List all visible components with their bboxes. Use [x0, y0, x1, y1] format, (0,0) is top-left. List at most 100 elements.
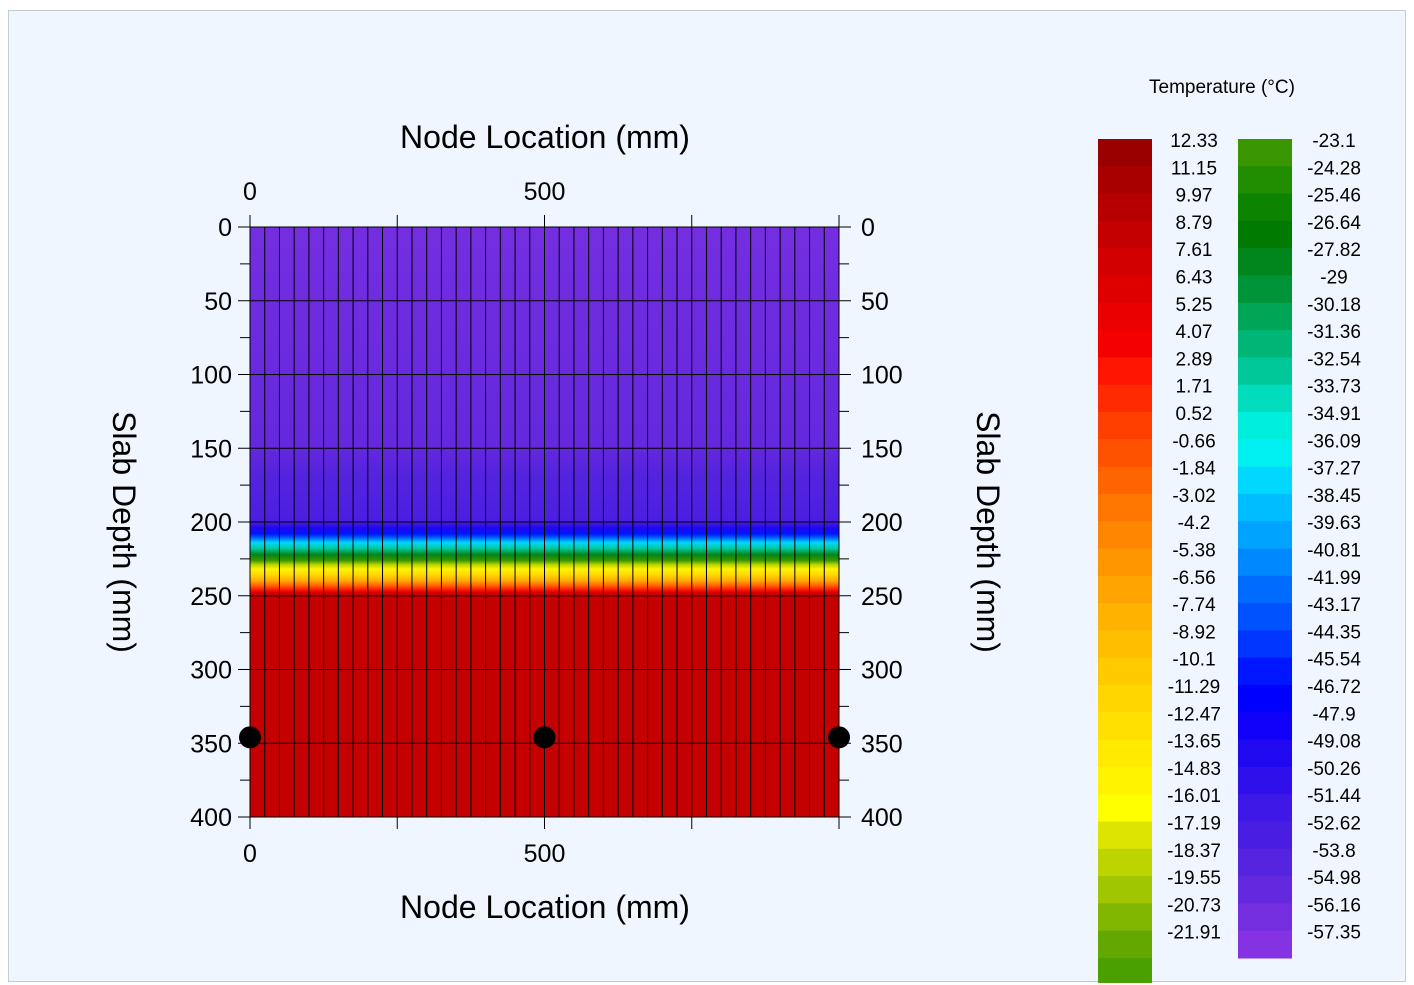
- y-axis-title-right: Slab Depth (mm): [970, 411, 1006, 653]
- legend-label: 1.71: [1176, 377, 1213, 398]
- legend-swatch: [1238, 712, 1292, 741]
- legend-label: -37.27: [1307, 459, 1361, 480]
- legend-swatch: [1098, 657, 1152, 686]
- legend-label: -18.37: [1167, 841, 1221, 862]
- legend-swatch: [1098, 603, 1152, 631]
- y-tick-label-left: 50: [204, 288, 232, 316]
- legend-swatch: [1238, 739, 1292, 768]
- legend-label: -44.35: [1307, 622, 1361, 643]
- legend-label: -7.74: [1172, 595, 1216, 616]
- legend-swatch: [1098, 848, 1152, 877]
- legend-swatch: [1098, 412, 1152, 440]
- legend-swatch: [1098, 521, 1152, 549]
- legend-swatch: [1098, 302, 1152, 331]
- y-tick-label-right: 100: [861, 362, 903, 390]
- marker-group: [239, 726, 850, 749]
- legend-swatch: [1238, 384, 1292, 413]
- legend-swatch: [1098, 548, 1152, 577]
- legend-label: -6.56: [1172, 568, 1215, 589]
- legend-label: -30.18: [1307, 295, 1361, 316]
- legend-label: -40.81: [1307, 541, 1361, 562]
- legend-swatch: [1098, 630, 1152, 659]
- y-tick-label-right: 400: [861, 804, 903, 832]
- legend-label: -29: [1320, 268, 1347, 289]
- y-tick-label-right: 200: [861, 509, 903, 537]
- legend-swatch: [1098, 357, 1152, 386]
- node-marker: [828, 726, 850, 749]
- legend-swatch: [1238, 466, 1292, 495]
- legend-label: -5.38: [1172, 541, 1215, 562]
- legend-swatch: [1238, 139, 1292, 167]
- x-axis-title-bottom: Node Location (mm): [400, 889, 690, 925]
- legend-label: -38.45: [1307, 486, 1361, 507]
- legend-label: -50.26: [1307, 759, 1361, 780]
- legend-swatch: [1098, 794, 1152, 822]
- legend-label: -51.44: [1307, 786, 1361, 807]
- legend-swatch: [1098, 876, 1152, 904]
- legend-swatch: [1098, 439, 1152, 468]
- legend-swatch: [1238, 685, 1292, 713]
- legend-swatch: [1238, 493, 1292, 522]
- legend-swatch: [1238, 439, 1292, 468]
- legend-label: -41.99: [1307, 568, 1361, 589]
- legend-label: -32.54: [1307, 349, 1361, 370]
- legend-swatch: [1238, 302, 1292, 331]
- legend-swatch: [1238, 357, 1292, 386]
- legend-swatch: [1238, 166, 1292, 195]
- y-axis-title-left: Slab Depth (mm): [106, 411, 142, 653]
- legend-label: -11.29: [1168, 677, 1220, 698]
- legend-label: 6.43: [1176, 268, 1213, 289]
- legend-swatch: [1098, 575, 1152, 604]
- legend-label: -54.98: [1307, 868, 1361, 889]
- legend-label: 4.07: [1176, 322, 1213, 343]
- y-tick-label-right: 250: [861, 583, 903, 611]
- y-tick-label-left: 300: [190, 657, 232, 685]
- legend-label: 9.97: [1176, 186, 1213, 207]
- legend-label: 2.89: [1176, 349, 1213, 370]
- legend-swatch: [1238, 412, 1292, 440]
- legend-swatch: [1238, 876, 1292, 904]
- legend-label: -21.91: [1167, 923, 1221, 944]
- legend-swatch: [1238, 630, 1292, 659]
- legend-label: 7.61: [1176, 240, 1213, 261]
- y-tick-label-left: 150: [190, 435, 232, 463]
- legend-label: 11.15: [1171, 158, 1217, 179]
- legend-swatch: [1098, 958, 1152, 983]
- legend-label: -23.1: [1312, 131, 1355, 152]
- legend-swatch: [1238, 603, 1292, 631]
- y-tick-label-right: 350: [861, 730, 903, 758]
- legend-swatch: [1098, 248, 1152, 276]
- y-tick-label-left: 400: [190, 804, 232, 832]
- legend-label: -34.91: [1307, 404, 1361, 425]
- legend-label: 12.33: [1170, 131, 1218, 152]
- y-tick-label-left: 200: [190, 509, 232, 537]
- legend-swatch: [1238, 193, 1292, 222]
- legend-swatch: [1238, 903, 1292, 932]
- x-tick-label-top: 0: [243, 178, 257, 206]
- legend-label: -20.73: [1167, 895, 1221, 916]
- y-tick-label-right: 300: [861, 657, 903, 685]
- y-tick-label-left: 350: [190, 730, 232, 758]
- legend-swatch: [1098, 330, 1152, 358]
- legend-swatch: [1098, 685, 1152, 713]
- legend-label: -33.73: [1307, 377, 1361, 398]
- node-marker: [533, 726, 556, 749]
- legend-swatch: [1098, 166, 1152, 195]
- legend-label: -39.63: [1307, 513, 1361, 534]
- legend-title: Temperature (°C): [1149, 77, 1295, 98]
- legend-label: -43.17: [1307, 595, 1361, 616]
- legend-label: -45.54: [1307, 650, 1361, 671]
- legend-label: -57.35: [1307, 923, 1361, 944]
- legend-label: -56.16: [1307, 895, 1361, 916]
- legend-swatch: [1238, 821, 1292, 850]
- legend-label: -52.62: [1307, 814, 1361, 835]
- legend-label: -26.64: [1307, 213, 1361, 234]
- legend-swatch: [1238, 548, 1292, 577]
- legend-swatch: [1098, 903, 1152, 932]
- x-tick-label-bottom: 500: [524, 840, 566, 868]
- legend-label: 5.25: [1176, 295, 1213, 316]
- legend-swatch: [1238, 330, 1292, 358]
- legend-swatch: [1238, 848, 1292, 877]
- legend-swatch: [1098, 739, 1152, 768]
- x-axis-title-top: Node Location (mm): [400, 119, 690, 155]
